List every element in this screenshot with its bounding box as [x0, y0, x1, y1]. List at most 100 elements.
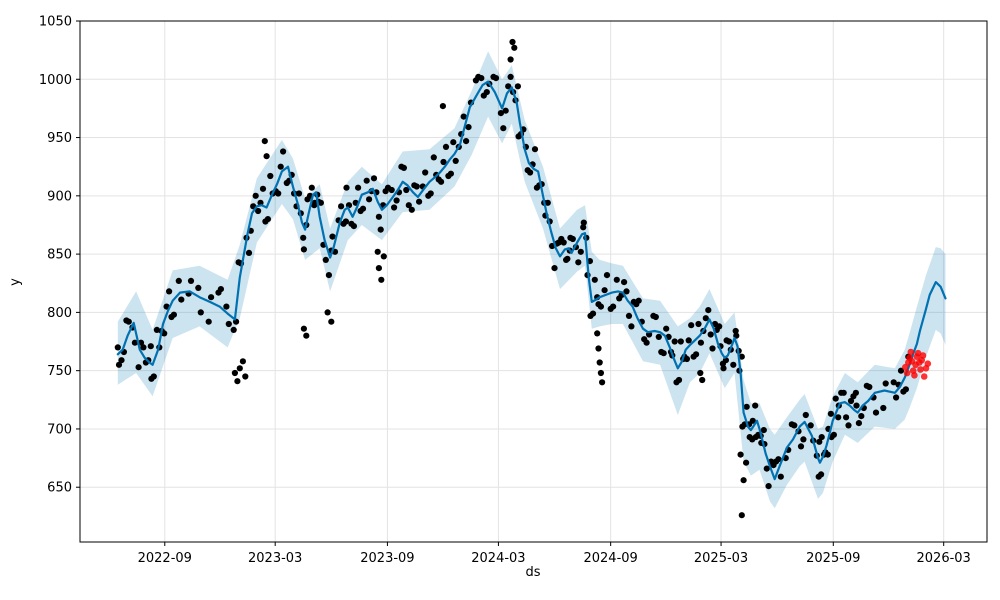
x-tick-label: 2023-09 [360, 551, 414, 566]
actual-point [242, 373, 249, 380]
actual-point [170, 311, 177, 318]
actual-point [161, 330, 168, 337]
actual-point [118, 357, 125, 364]
actual-point [300, 246, 307, 253]
actual-point [872, 409, 880, 416]
x-tick-label: 2023-03 [248, 551, 302, 566]
actual-point [775, 456, 782, 463]
actual-point [261, 138, 268, 145]
actual-point [797, 443, 805, 450]
y-tick-label: 850 [47, 248, 72, 263]
actual-point [597, 303, 605, 310]
forecast-line-path [116, 80, 947, 481]
actual-point [275, 190, 282, 197]
actual-point [175, 277, 182, 284]
actual-point [743, 403, 750, 410]
actual-point [643, 339, 650, 346]
actual-point [816, 438, 823, 445]
actual-point [763, 465, 770, 472]
actual-point [621, 279, 628, 286]
actual-point [677, 338, 684, 345]
actual-point [205, 318, 212, 325]
actual-point [688, 322, 695, 329]
actual-point [832, 395, 839, 402]
actual-point [259, 185, 267, 192]
actual-point [835, 414, 842, 421]
actual-point [325, 272, 332, 279]
x-tick-label: 2025-03 [694, 551, 748, 566]
actual-point [505, 83, 512, 90]
actual-point [591, 276, 598, 283]
actual-point [603, 272, 611, 279]
actual-point [450, 139, 457, 146]
actual-point [599, 379, 606, 386]
actual-point [514, 83, 522, 90]
actual-point [738, 353, 745, 360]
actual-point [355, 184, 362, 191]
actual-point [843, 414, 850, 421]
actual-point [277, 163, 284, 170]
x-tick-label: 2024-03 [471, 551, 525, 566]
actual-point [115, 361, 123, 368]
x-tick-label: 2024-09 [583, 551, 637, 566]
actual-point [405, 202, 412, 209]
actual-point [660, 350, 667, 357]
actual-point [551, 265, 558, 272]
actual-point [824, 451, 831, 458]
actual-point [675, 376, 683, 384]
actual-point [375, 265, 382, 272]
actual-point [416, 198, 423, 205]
anomaly-point [914, 349, 922, 357]
actual-point [737, 451, 744, 458]
actual-point [569, 235, 576, 243]
actual-point [652, 313, 659, 321]
anomaly-point [920, 373, 928, 380]
actual-point [245, 249, 253, 256]
actual-point [452, 157, 459, 164]
y-tick-label: 800 [47, 306, 72, 321]
actual-point [507, 56, 514, 63]
actual-point [777, 473, 784, 480]
actual-point [359, 205, 367, 212]
actual-point [866, 383, 873, 391]
actual-point [509, 38, 516, 46]
actual-point [725, 338, 733, 345]
actual-point [366, 196, 373, 203]
actual-point [560, 239, 567, 246]
actual-point [114, 344, 121, 351]
actual-point [400, 164, 407, 171]
actual-point [427, 190, 434, 197]
anomaly-point [903, 369, 911, 377]
actual-point [125, 318, 132, 325]
actual-point [709, 345, 716, 352]
actual-point [671, 338, 678, 345]
actual-point [802, 411, 809, 419]
actual-point [483, 89, 490, 96]
actual-point [378, 276, 385, 283]
actual-point [807, 422, 814, 429]
actual-point [264, 216, 271, 223]
actual-point [580, 224, 587, 231]
actual-point [855, 420, 863, 427]
actual-point [465, 124, 472, 131]
actual-point [263, 153, 270, 160]
actual-point [738, 512, 745, 519]
actual-point [765, 483, 772, 490]
actual-point [575, 259, 582, 266]
actual-point [439, 103, 446, 110]
actual-point [197, 309, 204, 316]
actual-point [217, 286, 224, 293]
uncertainty-band [117, 51, 946, 509]
actual-point [623, 288, 630, 295]
actual-point [655, 333, 662, 340]
y-tick-label: 1000 [39, 73, 72, 88]
actual-point [308, 184, 315, 191]
actual-point [208, 294, 215, 301]
actual-point [705, 307, 712, 314]
actual-point [527, 169, 534, 176]
actual-point [697, 339, 705, 346]
actual-point [295, 190, 303, 197]
actual-point [324, 309, 331, 316]
actual-point [635, 297, 642, 304]
